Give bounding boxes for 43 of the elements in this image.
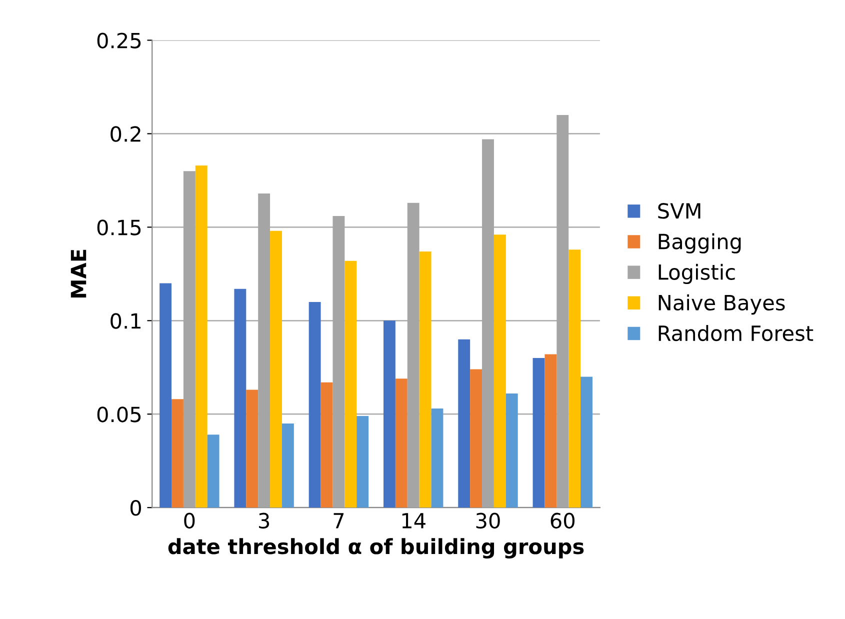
bar <box>494 234 506 508</box>
x-tick-label: 60 <box>550 512 574 529</box>
bar <box>506 394 518 508</box>
bar <box>172 399 184 508</box>
x-axis-title: date threshold α of building groups <box>168 538 584 558</box>
bar <box>234 288 246 508</box>
y-tick-label: 0 <box>130 500 141 516</box>
bar <box>344 260 357 508</box>
x-tick-label: 14 <box>402 513 426 528</box>
bar <box>246 390 258 508</box>
bar <box>383 320 396 508</box>
bar <box>470 369 482 508</box>
y-tick-label: 0.15 <box>97 220 141 236</box>
bar <box>568 250 581 508</box>
bar <box>532 358 545 508</box>
legend-label: Logistic <box>658 264 735 284</box>
legend-label: Bagging <box>658 233 741 254</box>
bar <box>544 354 557 508</box>
bar <box>207 434 220 508</box>
bar <box>458 339 470 508</box>
y-tick-label: 0.2 <box>110 126 140 142</box>
x-tick-label: 0 <box>184 512 195 529</box>
bar <box>195 165 208 508</box>
bar <box>282 423 294 508</box>
legend-label: Naive Bayes <box>658 294 785 315</box>
x-tick-label: 3 <box>259 512 270 529</box>
legend-label: SVM <box>658 203 700 219</box>
bar <box>160 283 172 508</box>
y-tick-label: 0.1 <box>110 313 140 329</box>
bar <box>270 230 282 508</box>
y-tick-label: 0.25 <box>97 32 141 48</box>
x-tick-label: 30 <box>476 512 500 529</box>
y-axis-title: MAE <box>70 250 86 298</box>
legend-label: Random Forest <box>658 324 814 342</box>
y-tick-label: 0.05 <box>97 406 141 422</box>
bar <box>431 408 444 508</box>
bar <box>419 251 432 508</box>
bar <box>320 382 333 508</box>
x-tick-label: 7 <box>334 513 344 528</box>
bar <box>308 302 321 508</box>
bar <box>580 376 592 508</box>
bar <box>356 416 369 508</box>
bar <box>395 378 408 508</box>
